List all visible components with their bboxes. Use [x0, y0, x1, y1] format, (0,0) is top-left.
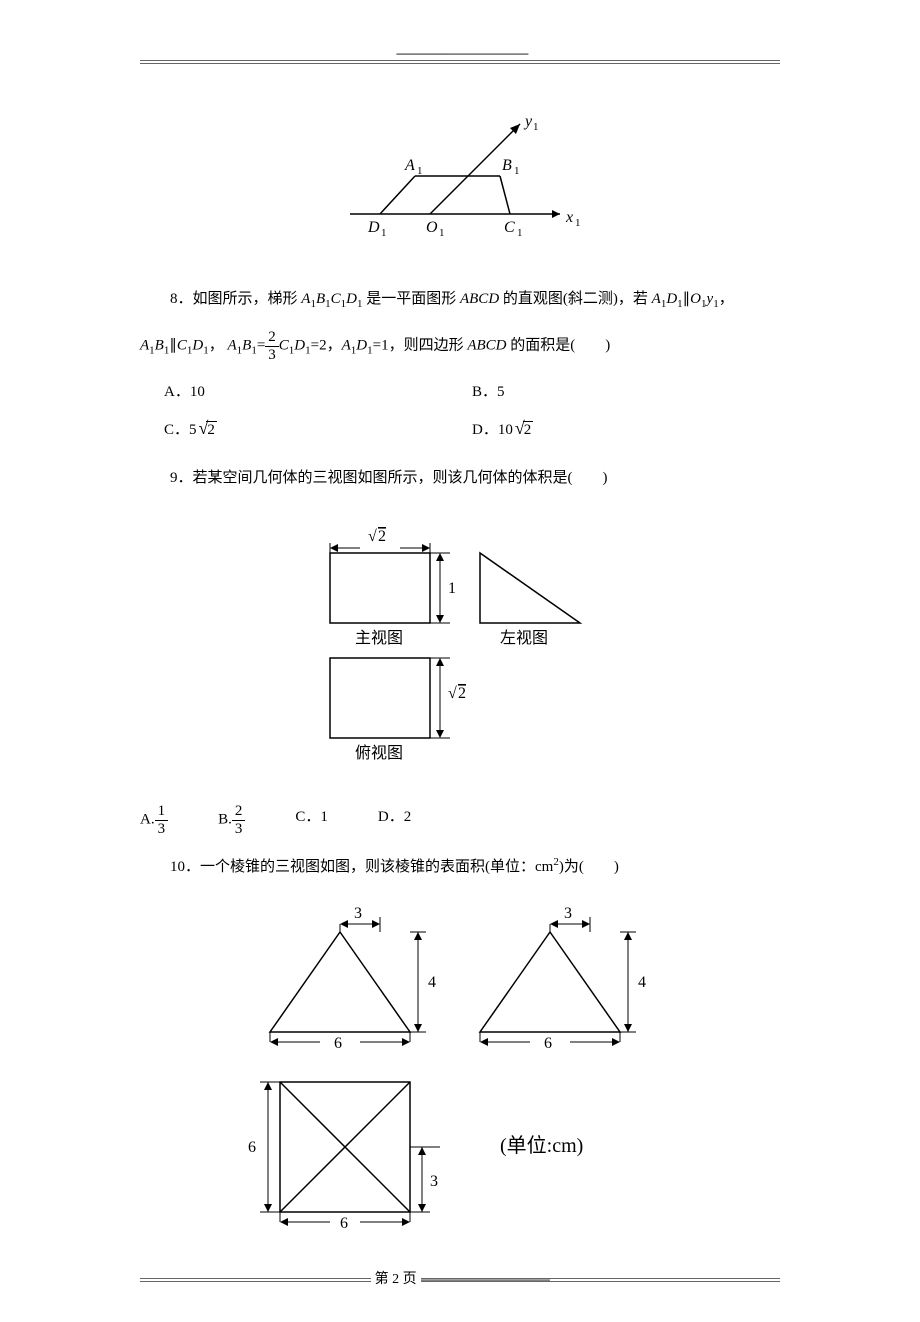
svg-text:√: √: [448, 685, 457, 702]
svg-text:A: A: [404, 157, 415, 174]
svg-text:O: O: [426, 219, 438, 236]
svg-text:C: C: [504, 219, 515, 236]
q8-figure: y 1 A 1 B 1 D 1 O 1 C 1 x 1: [140, 114, 780, 255]
q8-t1b: 是一平面图形: [362, 291, 460, 307]
q8-optA: A．10: [164, 378, 472, 407]
svg-text:(单位:cm): (单位:cm): [500, 1134, 583, 1157]
svg-text:1: 1: [514, 165, 520, 177]
q8-svg: y 1 A 1 B 1 D 1 O 1 C 1 x 1: [330, 114, 590, 244]
svg-text:主视图: 主视图: [355, 629, 403, 647]
q9-optA: A.13: [140, 803, 168, 837]
svg-text:4: 4: [428, 974, 436, 991]
svg-text:左视图: 左视图: [500, 629, 548, 647]
svg-text:1: 1: [439, 227, 445, 239]
footer-dashes: ----------------------------------------…: [421, 1272, 550, 1286]
svg-text:6: 6: [544, 1035, 552, 1052]
footer-text: 第 2 页-----------------------------------…: [140, 1268, 780, 1288]
svg-text:1: 1: [517, 227, 523, 239]
q8-line1: 8．如图所示，梯形 A1B1C1D1 是一平面图形 ABCD 的直观图(斜二测)…: [140, 285, 780, 315]
q9-figure: √ 2 1 主视图 左视图 √ 2: [140, 513, 780, 774]
q8-t1a: 8．如图所示，梯形: [170, 291, 301, 307]
svg-text:√: √: [368, 528, 377, 545]
svg-text:3: 3: [354, 905, 362, 922]
header-rule: ----------------------------------------…: [140, 60, 780, 64]
svg-text:1: 1: [533, 121, 539, 133]
svg-text:3: 3: [564, 905, 572, 922]
svg-text:1: 1: [381, 227, 387, 239]
q9-optC: C．1: [295, 803, 328, 837]
q9-text: 9．若某空间几何体的三视图如图所示，则该几何体的体积是( ): [140, 464, 780, 493]
content-area: y 1 A 1 B 1 D 1 O 1 C 1 x 1 8．如图所示，梯形 A1…: [0, 74, 920, 1322]
q8-line2: A1B1∥C1D1， A1B1=23C1D1=2，A1D1=1，则四边形 ABC…: [140, 329, 780, 363]
q9-optB: B.23: [218, 803, 245, 837]
svg-text:俯视图: 俯视图: [355, 744, 403, 762]
svg-text:D: D: [367, 219, 380, 236]
svg-text:4: 4: [638, 974, 646, 991]
footer: 第 2 页-----------------------------------…: [140, 1278, 780, 1282]
svg-text:x: x: [565, 209, 573, 226]
q8-options: A．10 B．5 C．52 D．102: [164, 378, 780, 449]
q8-optB: B．5: [472, 378, 780, 407]
svg-text:1: 1: [575, 217, 581, 229]
svg-text:3: 3: [430, 1173, 438, 1190]
svg-text:2: 2: [378, 528, 386, 545]
header-dashes: ----------------------------------------…: [396, 46, 528, 61]
svg-text:y: y: [523, 114, 533, 130]
svg-text:6: 6: [340, 1215, 348, 1232]
q8-optD: D．102: [472, 411, 780, 445]
svg-text:2: 2: [458, 685, 466, 702]
q10-text: 10．一个棱锥的三视图如图，则该棱锥的表面积(单位：cm2)为( ): [140, 852, 780, 882]
page-number: 第 2 页: [371, 1272, 421, 1287]
q8-t1c: 的直观图(斜二测)，若: [499, 291, 652, 307]
svg-text:6: 6: [334, 1035, 342, 1052]
q10-figure: 3 4 6: [140, 902, 780, 1253]
q9-options: A.13 B.23 C．1 D．2: [140, 803, 780, 837]
svg-text:1: 1: [417, 165, 423, 177]
page: ----------------------------------------…: [0, 0, 920, 1322]
q9-optD: D．2: [378, 803, 411, 837]
q8-t1d: ，: [719, 291, 734, 307]
svg-text:1: 1: [448, 580, 456, 597]
svg-text:B: B: [502, 157, 512, 174]
footer-rule: 第 2 页-----------------------------------…: [140, 1278, 780, 1282]
q8-optC: C．52: [164, 411, 472, 445]
q9-svg: √ 2 1 主视图 左视图 √ 2: [300, 513, 620, 763]
svg-text:6: 6: [248, 1139, 256, 1156]
q10-svg: 3 4 6: [240, 902, 680, 1242]
